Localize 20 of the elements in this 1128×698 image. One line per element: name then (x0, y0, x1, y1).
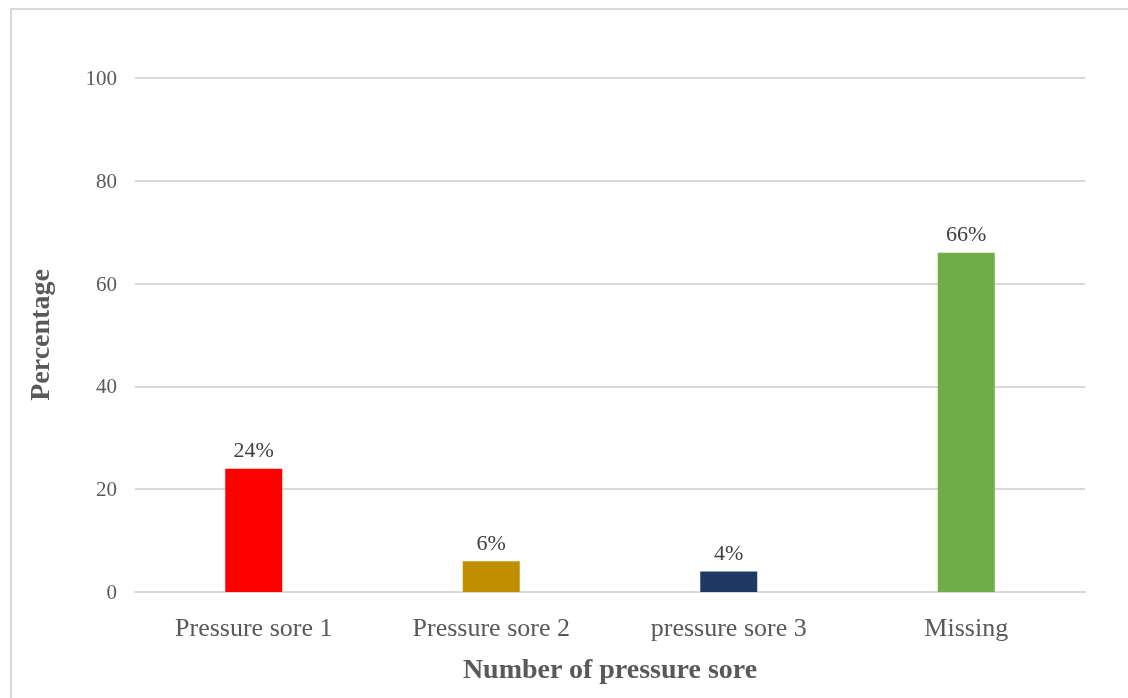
bar (700, 571, 758, 592)
y-tick-label: 100 (85, 66, 117, 90)
x-tick-label: Pressure sore 1 (175, 612, 333, 642)
y-tick-label: 80 (96, 168, 117, 193)
bar (225, 468, 283, 592)
data-label: 4% (714, 539, 744, 565)
bar (937, 252, 995, 592)
y-tick-label: 20 (96, 477, 117, 502)
y-axis-title: Percentage (23, 269, 55, 401)
x-tick-label: Missing (924, 612, 1009, 642)
y-tick-label: 60 (96, 271, 117, 296)
x-axis-title: Number of pressure sore (462, 652, 758, 684)
data-label: 24% (233, 437, 274, 463)
data-label: 66% (946, 221, 987, 247)
data-label: 6% (476, 529, 506, 555)
bar (462, 561, 520, 592)
y-tick-label: 40 (96, 374, 117, 399)
x-tick-label: pressure sore 3 (650, 612, 807, 642)
x-tick-label: Pressure sore 2 (412, 612, 570, 642)
y-tick-label: 0 (106, 580, 117, 604)
